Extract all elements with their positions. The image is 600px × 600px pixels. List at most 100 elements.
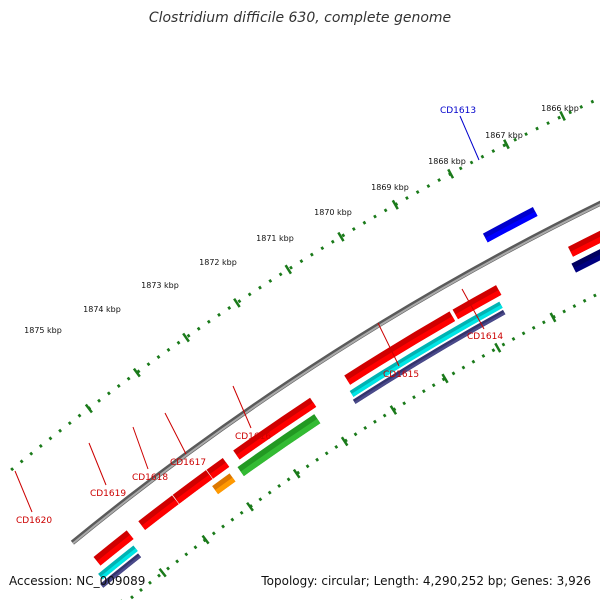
backbone-shadow bbox=[70, 200, 600, 545]
scale-dot bbox=[582, 298, 587, 303]
scale-dot bbox=[239, 510, 244, 515]
gene-CD1620 bbox=[93, 530, 134, 566]
scale-dot bbox=[299, 259, 304, 264]
gene-label-CD1619: CD1619 bbox=[90, 489, 126, 499]
gene-CD1619-highlight bbox=[141, 499, 179, 530]
scale-dot bbox=[524, 132, 528, 137]
scale-dot bbox=[38, 444, 43, 448]
scale-tick-label-1872: 1872 kbp bbox=[199, 258, 237, 267]
scale-tick-marks bbox=[84, 110, 566, 600]
navy-feature-1-highlight bbox=[573, 254, 600, 273]
gene-CD1618-highlight bbox=[175, 474, 213, 504]
genome-summary-text: Topology: circular; Length: 4,290,252 bp… bbox=[261, 574, 591, 588]
scale-dot bbox=[227, 306, 232, 310]
scale-dot bbox=[211, 531, 216, 536]
scale-dot bbox=[175, 559, 180, 564]
scale-dot bbox=[480, 154, 485, 159]
scale-dot bbox=[412, 395, 416, 400]
scale-dot bbox=[237, 299, 242, 304]
gene-CD1613-highlight bbox=[485, 211, 538, 243]
scale-dot bbox=[363, 426, 368, 430]
scale-dot bbox=[572, 304, 577, 309]
scale-dot bbox=[217, 312, 221, 317]
scale-dot bbox=[402, 401, 407, 406]
scale-dot bbox=[469, 160, 474, 165]
navy-feature-1 bbox=[571, 249, 600, 273]
scale-dot bbox=[531, 325, 536, 330]
scale-dot bbox=[184, 552, 189, 557]
scale-dot bbox=[351, 227, 356, 232]
scale-dot bbox=[139, 587, 143, 592]
scale-dot bbox=[437, 178, 442, 183]
scale-dot bbox=[501, 342, 506, 347]
scale-dot bbox=[157, 573, 161, 578]
scale-dot bbox=[176, 340, 181, 345]
scale-dot bbox=[320, 246, 325, 251]
gene-right-edge-cds-highlight bbox=[570, 236, 600, 257]
leader-line-CD1617 bbox=[164, 412, 187, 455]
scale-dot bbox=[362, 220, 367, 225]
leader-line-CD1614 bbox=[461, 288, 485, 330]
scale-dot bbox=[19, 459, 24, 464]
scale-dot bbox=[324, 451, 329, 456]
scale-dot bbox=[77, 413, 82, 418]
scale-dot bbox=[196, 326, 201, 331]
scale-dot bbox=[593, 293, 597, 298]
gene-label-CD1620: CD1620 bbox=[16, 516, 52, 526]
scale-dot bbox=[491, 149, 496, 153]
scale-dot bbox=[289, 265, 293, 270]
scale-tick-1872 bbox=[233, 298, 241, 308]
scale-dot bbox=[277, 483, 282, 488]
scale-dot bbox=[206, 319, 211, 324]
scale-tick-1873 bbox=[182, 332, 190, 343]
scale-dot bbox=[106, 391, 111, 396]
leader-line-CD1618 bbox=[132, 426, 149, 470]
scale-tick-label-1875: 1875 kbp bbox=[24, 326, 62, 335]
scale-dot bbox=[458, 166, 463, 171]
gene-label-CD1613: CD1613 bbox=[440, 106, 476, 116]
scale-dot bbox=[383, 208, 388, 213]
scale-dot bbox=[268, 278, 273, 283]
scale-dot bbox=[579, 105, 584, 109]
scale-dot bbox=[415, 190, 420, 194]
scale-tick-1874 bbox=[132, 367, 141, 378]
scale-tick-1869 bbox=[391, 199, 399, 210]
inner-tick bbox=[201, 534, 210, 545]
scale-tick-1866 bbox=[559, 110, 566, 122]
gene-label-CD1618: CD1618 bbox=[132, 473, 168, 483]
scale-dot bbox=[568, 110, 572, 115]
scale-dot bbox=[521, 331, 526, 336]
scale-dot bbox=[130, 595, 134, 600]
scale-dot bbox=[405, 196, 409, 201]
gene-label-CD1617: CD1617 bbox=[170, 458, 206, 468]
inner-tick bbox=[340, 436, 349, 447]
scale-dot bbox=[146, 362, 151, 367]
scale-dot bbox=[451, 371, 456, 376]
inner-tick bbox=[494, 342, 502, 353]
cyan-feature-2 bbox=[98, 545, 138, 580]
scale-dot bbox=[258, 285, 262, 290]
scale-tick-1867 bbox=[503, 139, 510, 150]
scale-dot bbox=[10, 467, 15, 472]
gene-CD1613 bbox=[482, 207, 538, 243]
scale-dot bbox=[186, 333, 191, 338]
gene-CD1614-highlight bbox=[455, 289, 502, 320]
scale-dot bbox=[562, 309, 567, 314]
scale-dot bbox=[67, 421, 72, 426]
scale-tick-label-1871: 1871 kbp bbox=[256, 234, 294, 243]
scale-dot bbox=[373, 419, 377, 424]
scale-tick-label-1874: 1874 kbp bbox=[83, 305, 121, 314]
scale-dot bbox=[590, 99, 595, 104]
scale-dot bbox=[382, 413, 387, 418]
inner-tick bbox=[389, 405, 398, 415]
inner-dotted-line bbox=[130, 293, 597, 600]
scale-dot bbox=[330, 239, 335, 244]
cyan-feature-2-highlight bbox=[100, 548, 138, 580]
scale-dot bbox=[309, 252, 314, 257]
gene-features bbox=[93, 207, 600, 588]
scale-dot bbox=[267, 490, 272, 495]
cyan-feature-1-highlight bbox=[351, 304, 503, 397]
scale-dot bbox=[535, 126, 539, 131]
